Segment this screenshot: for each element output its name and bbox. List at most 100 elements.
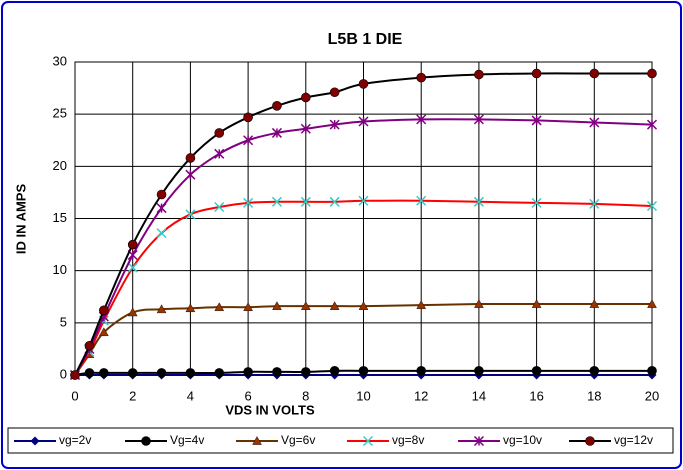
- marker: [300, 92, 311, 103]
- x-axis-label: VDS IN VOLTS: [225, 402, 315, 417]
- x-tick-label: 8: [302, 388, 309, 403]
- legend-label: vg=10v: [503, 433, 542, 447]
- marker: [70, 370, 80, 380]
- y-tick-label: 0: [60, 366, 67, 381]
- marker: [329, 196, 340, 207]
- marker: [329, 366, 340, 376]
- marker: [473, 114, 484, 125]
- marker: [156, 203, 167, 214]
- marker: [84, 340, 95, 351]
- marker: [329, 119, 340, 130]
- marker: [416, 366, 427, 376]
- marker: [99, 368, 109, 378]
- marker: [647, 366, 657, 376]
- marker: [589, 198, 600, 209]
- marker: [272, 101, 282, 111]
- marker: [243, 112, 253, 123]
- x-tick-label: 12: [414, 388, 428, 403]
- marker: [185, 169, 196, 180]
- marker: [156, 189, 167, 200]
- y-tick-label: 20: [53, 158, 67, 173]
- legend-marker: [252, 436, 262, 445]
- marker: [416, 300, 427, 309]
- y-tick-label: 30: [53, 53, 67, 68]
- marker: [358, 195, 369, 206]
- marker: [243, 367, 253, 377]
- x-tick-label: 0: [71, 388, 78, 403]
- x-tick-label: 4: [187, 388, 194, 403]
- marker: [185, 303, 196, 313]
- marker: [127, 239, 138, 250]
- marker: [84, 368, 95, 378]
- legend-marker: [585, 436, 595, 446]
- marker: [300, 123, 311, 134]
- marker: [531, 299, 542, 308]
- marker: [300, 301, 311, 310]
- marker: [156, 368, 167, 378]
- marker: [99, 327, 109, 337]
- marker: [589, 366, 600, 376]
- marker: [156, 228, 167, 239]
- x-tick-label: 14: [472, 388, 486, 403]
- marker: [99, 305, 109, 316]
- x-tick-label: 2: [129, 388, 136, 403]
- marker: [271, 127, 282, 138]
- x-tick-label: 18: [587, 388, 601, 403]
- marker: [358, 79, 369, 89]
- marker: [300, 367, 311, 377]
- marker: [416, 72, 427, 83]
- marker: [243, 135, 254, 146]
- marker: [589, 117, 600, 128]
- marker: [272, 367, 282, 377]
- legend-marker: [362, 435, 374, 447]
- x-tick-label: 10: [356, 388, 370, 403]
- y-tick-label: 15: [53, 210, 67, 225]
- y-tick-label: 5: [60, 314, 67, 329]
- marker: [531, 115, 542, 126]
- marker: [214, 201, 225, 213]
- marker: [329, 301, 340, 310]
- legend-box: [7, 427, 674, 454]
- marker: [156, 304, 167, 314]
- marker: [300, 196, 311, 207]
- legend-label: Vg=6v: [281, 433, 315, 447]
- marker: [474, 366, 484, 376]
- marker: [127, 307, 138, 317]
- marker: [646, 119, 658, 130]
- legend-label: vg=12v: [614, 433, 653, 447]
- legend-label: Vg=4v: [170, 433, 204, 447]
- marker: [185, 368, 196, 378]
- marker: [358, 116, 369, 127]
- marker: [531, 366, 542, 376]
- x-tick-label: 6: [244, 388, 251, 403]
- marker: [358, 366, 369, 376]
- x-tick-label: 20: [645, 388, 659, 403]
- marker: [185, 209, 196, 220]
- marker: [416, 114, 427, 125]
- marker: [416, 195, 427, 206]
- marker: [243, 302, 253, 311]
- legend-marker: [30, 436, 40, 446]
- legend-label: vg=2v: [59, 433, 91, 447]
- legend-label: vg=8v: [392, 433, 424, 447]
- marker: [589, 299, 600, 308]
- marker: [272, 301, 282, 310]
- marker: [185, 153, 196, 163]
- marker: [474, 69, 484, 80]
- y-axis-label: ID IN AMPS: [13, 184, 28, 255]
- marker: [647, 299, 657, 308]
- marker: [243, 197, 254, 208]
- legend-marker: [473, 435, 485, 447]
- chart-title: L5B 1 DIE: [328, 31, 403, 48]
- legend-marker: [141, 436, 151, 446]
- marker: [214, 368, 225, 378]
- marker: [358, 301, 369, 310]
- marker: [473, 196, 484, 207]
- marker: [214, 128, 225, 138]
- marker: [127, 368, 138, 378]
- y-tick-label: 10: [53, 262, 67, 277]
- marker: [329, 87, 340, 98]
- marker: [647, 68, 657, 79]
- marker: [531, 68, 542, 79]
